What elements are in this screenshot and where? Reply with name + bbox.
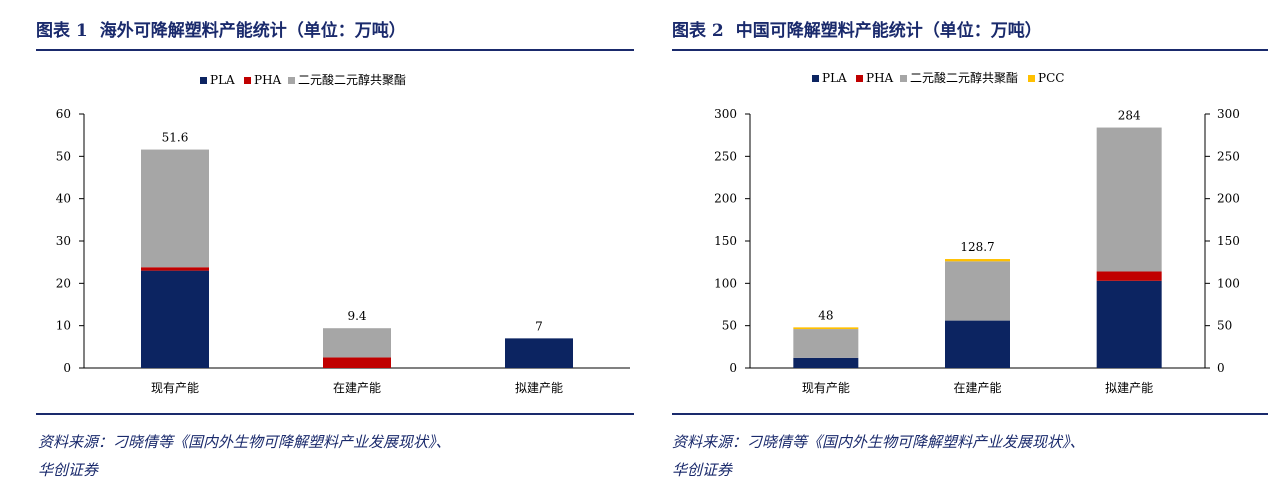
legend-swatch [900,75,907,82]
data-label: 128.7 [960,240,994,254]
bar-segment [1096,271,1162,281]
figure-1-label: 图表 1 [36,21,88,41]
data-label: 284 [1118,109,1141,123]
bar-segment [141,267,209,271]
data-label: 48 [818,308,833,322]
figure-2-bottom-rule [672,413,1268,415]
legend-label: PHA [254,73,282,87]
y-tick-label: 50 [722,319,737,333]
data-label: 7 [535,319,543,333]
bar-segment [323,328,391,358]
category-label: 在建产能 [333,381,381,395]
bar-segment [323,357,391,368]
category-label: 拟建产能 [1105,381,1153,395]
figure-1-top-rule [36,49,634,51]
bar-segment [1096,280,1162,368]
figure-2-title: 图表 2 中国可降解塑料产能统计（单位：万吨） [672,16,1042,41]
y-tick-label: 30 [56,234,71,248]
y-tick-label: 50 [56,149,71,163]
y2-tick-label: 250 [1217,149,1240,163]
figure-1-title-text: 海外可降解塑料产能统计（单位：万吨） [99,21,406,41]
legend-swatch [856,75,863,82]
y2-tick-label: 150 [1217,234,1240,248]
figure-1-title: 图表 1 海外可降解塑料产能统计（单位：万吨） [36,16,406,41]
legend-swatch [812,75,819,82]
bar-segment [945,261,1010,321]
bar-segment [945,259,1010,262]
data-label: 51.6 [162,131,189,145]
figure-1: 图表 1 海外可降解塑料产能统计（单位：万吨） 0 10 20 30 40 50 60 51.6… [36,16,636,484]
figure-2-source: 资料来源：刁晓倩等《国内外生物可降解塑料产业发展现状》、 华创证券 [672,428,1268,484]
legend-label: 二元酸二元醇共聚酯 [910,70,1018,85]
source-line-2: 华创证券 [672,461,733,479]
y-tick-label: 20 [56,276,71,290]
y2-tick-label: 100 [1217,276,1240,290]
data-label: 9.4 [347,309,366,323]
y-tick-label: 0 [729,361,737,375]
bar-segment [141,149,209,268]
figure-2-label: 图表 2 [672,21,724,41]
y2-tick-label: 200 [1217,192,1240,206]
legend-label: PLA [210,73,235,87]
category-label: 在建产能 [953,381,1001,395]
y-tick-label: 150 [714,234,737,248]
bar-segment [505,338,573,368]
y-tick-label: 100 [714,276,737,290]
bar-segment [793,357,859,368]
legend-swatch [288,77,295,84]
y-tick-label: 250 [714,149,737,163]
chart-1: 0 10 20 30 40 50 60 51.6 现有产能 9.4 在建产能 7 拟建产能 PLA PHA 二… [56,72,630,395]
legend-label: PCC [1038,71,1064,85]
bar-segment [793,327,859,330]
chart-2: 0 0 50 50 100 100 150 150 200 200 250 250 300 300 48 现有… [714,70,1240,395]
y-tick-label: 0 [63,361,71,375]
figure-2-top-rule [672,49,1268,51]
y2-tick-label: 300 [1217,107,1240,121]
bar-segment [1096,127,1162,272]
source-line-1: 资料来源：刁晓倩等《国内外生物可降解塑料产业发展现状》、 [672,433,1085,451]
source-line-2: 华创证券 [38,461,99,479]
bar-segment [793,329,859,358]
figure-1-bottom-rule [36,413,634,415]
category-label: 拟建产能 [515,381,563,395]
category-label: 现有产能 [151,381,199,395]
y-tick-label: 60 [56,107,71,121]
y2-tick-label: 0 [1217,361,1225,375]
category-label: 现有产能 [802,381,850,395]
y-tick-label: 300 [714,107,737,121]
legend-swatch [244,77,251,84]
y2-tick-label: 50 [1217,319,1232,333]
figure-2: 图表 2 中国可降解塑料产能统计（单位：万吨） 0 0 50 50 100 100 150 15… [660,0,1268,497]
figure-2-title-text: 中国可降解塑料产能统计（单位：万吨） [735,21,1042,41]
y-tick-label: 40 [56,192,71,206]
y-tick-label: 10 [56,319,71,333]
legend-label: PHA [866,71,894,85]
legend-label: 二元酸二元醇共聚酯 [298,72,406,87]
legend-swatch [200,77,207,84]
legend-label: PLA [822,71,847,85]
bar-segment [945,320,1010,368]
figure-1-source: 资料来源：刁晓倩等《国内外生物可降解塑料产业发展现状》、 华创证券 [38,428,636,484]
legend-swatch [1028,75,1035,82]
y-tick-label: 200 [714,192,737,206]
source-line-1: 资料来源：刁晓倩等《国内外生物可降解塑料产业发展现状》、 [38,433,451,451]
bar-segment [141,270,209,368]
